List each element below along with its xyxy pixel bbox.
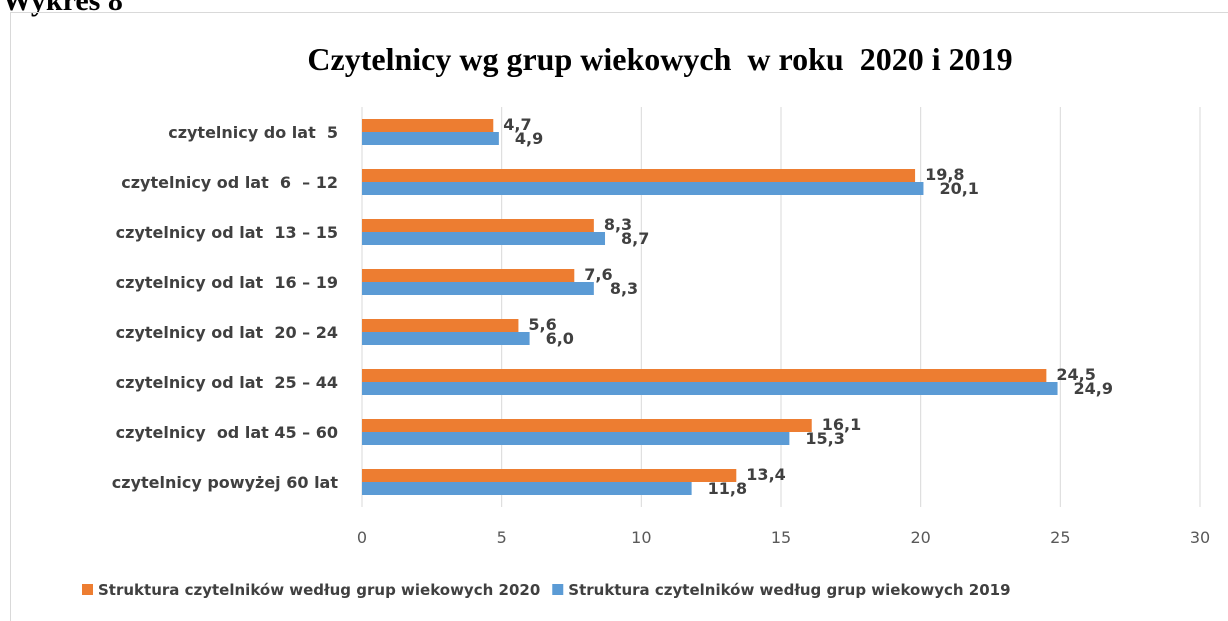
bar [362, 282, 594, 295]
legend-label: Struktura czytelników według grup wiekow… [568, 581, 1010, 599]
bar [362, 182, 924, 195]
data-label: 6,0 [546, 329, 574, 348]
bar [362, 482, 692, 495]
legend-label: Struktura czytelników według grup wiekow… [98, 581, 540, 599]
data-label: 7,6 [584, 265, 612, 284]
data-label: 8,7 [621, 229, 649, 248]
data-label: 11,8 [708, 479, 747, 498]
x-tick-label: 20 [910, 528, 930, 547]
data-label: 4,9 [515, 129, 543, 148]
x-tick-label: 0 [357, 528, 367, 547]
y-tick-label: czytelnicy od lat 6 – 12 [121, 173, 338, 192]
bar [362, 469, 737, 482]
legend-swatch [82, 584, 93, 595]
caption: Wykres 8 [2, 0, 123, 17]
bar [362, 332, 530, 345]
legend-swatch [552, 584, 564, 595]
x-tick-label: 5 [497, 528, 507, 547]
data-label: 24,9 [1074, 379, 1113, 398]
bar [362, 269, 575, 282]
y-tick-label: czytelnicy od lat 45 – 60 [116, 423, 338, 442]
chart-title: Czytelnicy wg grup wiekowych w roku 2020… [307, 41, 1012, 77]
y-tick-label: czytelnicy od lat 20 – 24 [116, 323, 338, 342]
data-label: 4,7 [503, 115, 531, 134]
bar [362, 132, 499, 145]
y-tick-label: czytelnicy od lat 16 – 19 [116, 273, 338, 292]
y-tick-label: czytelnicy od lat 13 – 15 [116, 223, 338, 242]
y-tick-label: czytelnicy do lat 5 [168, 123, 338, 142]
data-label: 13,4 [746, 465, 785, 484]
bar [362, 232, 606, 245]
bar [362, 319, 519, 332]
bar [362, 369, 1047, 382]
bar [362, 432, 790, 445]
bar [362, 169, 916, 182]
x-tick-label: 10 [631, 528, 651, 547]
bar [362, 419, 812, 432]
x-tick-label: 30 [1190, 528, 1210, 547]
bar [362, 219, 594, 232]
data-label: 8,3 [604, 215, 632, 234]
data-label: 8,3 [610, 279, 638, 298]
bar [362, 382, 1058, 395]
data-label: 15,3 [805, 429, 844, 448]
data-label: 19,8 [925, 165, 964, 184]
chart-border [10, 12, 1228, 621]
data-label: 5,6 [528, 315, 556, 334]
bar [362, 119, 494, 132]
x-tick-label: 15 [771, 528, 791, 547]
y-tick-label: czytelnicy powyżej 60 lat [112, 473, 339, 492]
x-tick-label: 25 [1050, 528, 1070, 547]
data-label: 24,5 [1056, 365, 1095, 384]
data-label: 16,1 [822, 415, 861, 434]
y-tick-label: czytelnicy od lat 25 – 44 [116, 373, 338, 392]
data-label: 20,1 [939, 179, 978, 198]
